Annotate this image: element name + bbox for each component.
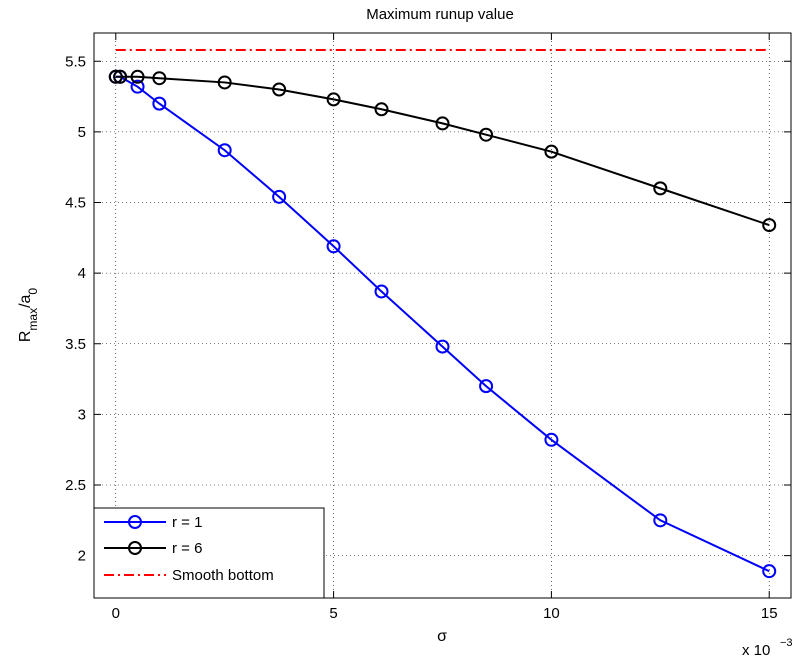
y-tick-label: 4	[78, 265, 86, 282]
y-tick-label: 3.5	[65, 336, 86, 353]
series-line-0	[115, 75, 770, 573]
y-tick-label: 2.5	[65, 477, 86, 494]
x-tick-label: 15	[761, 605, 778, 622]
x-tick-labels: 0 5 10 15	[112, 605, 778, 622]
series-1-point	[653, 181, 668, 196]
y-tick-label: 2	[78, 548, 86, 565]
series-line-1	[115, 75, 770, 227]
series-0-point	[217, 143, 232, 158]
legend-item-r1: r = 1	[104, 514, 202, 531]
x-multiplier-text: x 10	[742, 642, 770, 659]
series-0-point	[374, 284, 389, 299]
legend-marker-r6	[128, 541, 142, 555]
y-tick-label: 5.5	[65, 53, 86, 70]
legend-item-r6: r = 6	[104, 540, 202, 557]
series-1-point	[326, 92, 341, 107]
grid	[94, 33, 791, 598]
y-tick-labels: 2 2.5 3 3.5 4 4.5 5 5.5	[65, 53, 86, 564]
legend: r = 1 r = 6 Smooth bottom	[93, 507, 325, 599]
series-1-point	[113, 69, 128, 84]
y-label-sub2: 0	[26, 288, 40, 295]
y-label-sub1: max	[26, 308, 40, 331]
y-axis-label: Rmax/a0	[17, 288, 40, 343]
series-0-point	[272, 189, 287, 204]
series-0-point	[435, 339, 450, 354]
series-0-point	[653, 513, 668, 528]
y-label-mid: /a	[17, 294, 34, 307]
legend-label-r1: r = 1	[172, 514, 202, 531]
y-tick-label: 5	[78, 124, 86, 141]
series-1-point	[762, 218, 777, 233]
series-0-point	[326, 239, 341, 254]
series-0-point	[479, 379, 494, 394]
series-1-point	[544, 144, 559, 159]
x-tick-label: 10	[543, 605, 560, 622]
series-0-point	[544, 432, 559, 447]
series-0-point	[152, 96, 167, 111]
x-tick-label: 0	[112, 605, 120, 622]
series-1-point	[374, 102, 389, 117]
series-1-point	[435, 116, 450, 131]
y-tick-label: 3	[78, 406, 86, 423]
y-axis-label-text: Rmax/a0	[17, 288, 40, 343]
y-tick-label: 4.5	[65, 195, 86, 212]
series-1-point	[217, 75, 232, 90]
series-1-point	[130, 69, 145, 84]
legend-label-r6: r = 6	[172, 540, 202, 557]
legend-label-smooth: Smooth bottom	[172, 567, 274, 584]
series-1-point	[479, 127, 494, 142]
ticks	[94, 33, 791, 598]
legend-item-smooth: Smooth bottom	[104, 567, 274, 584]
chart-title: Maximum runup value	[366, 6, 514, 23]
series-layer	[108, 48, 777, 579]
plot-area-frame	[93, 32, 792, 599]
x-multiplier-exponent: −3	[780, 637, 793, 649]
x-multiplier: x 10 −3	[742, 637, 793, 659]
series-1-point	[272, 82, 287, 97]
y-label-main: R	[17, 331, 34, 343]
series-0-point	[762, 564, 777, 579]
series-0-point	[130, 79, 145, 94]
x-tick-label: 5	[329, 605, 337, 622]
x-axis-label: σ	[437, 628, 447, 645]
legend-marker-r1	[128, 515, 142, 529]
series-1-point	[108, 69, 123, 84]
series-1-point	[152, 71, 167, 86]
